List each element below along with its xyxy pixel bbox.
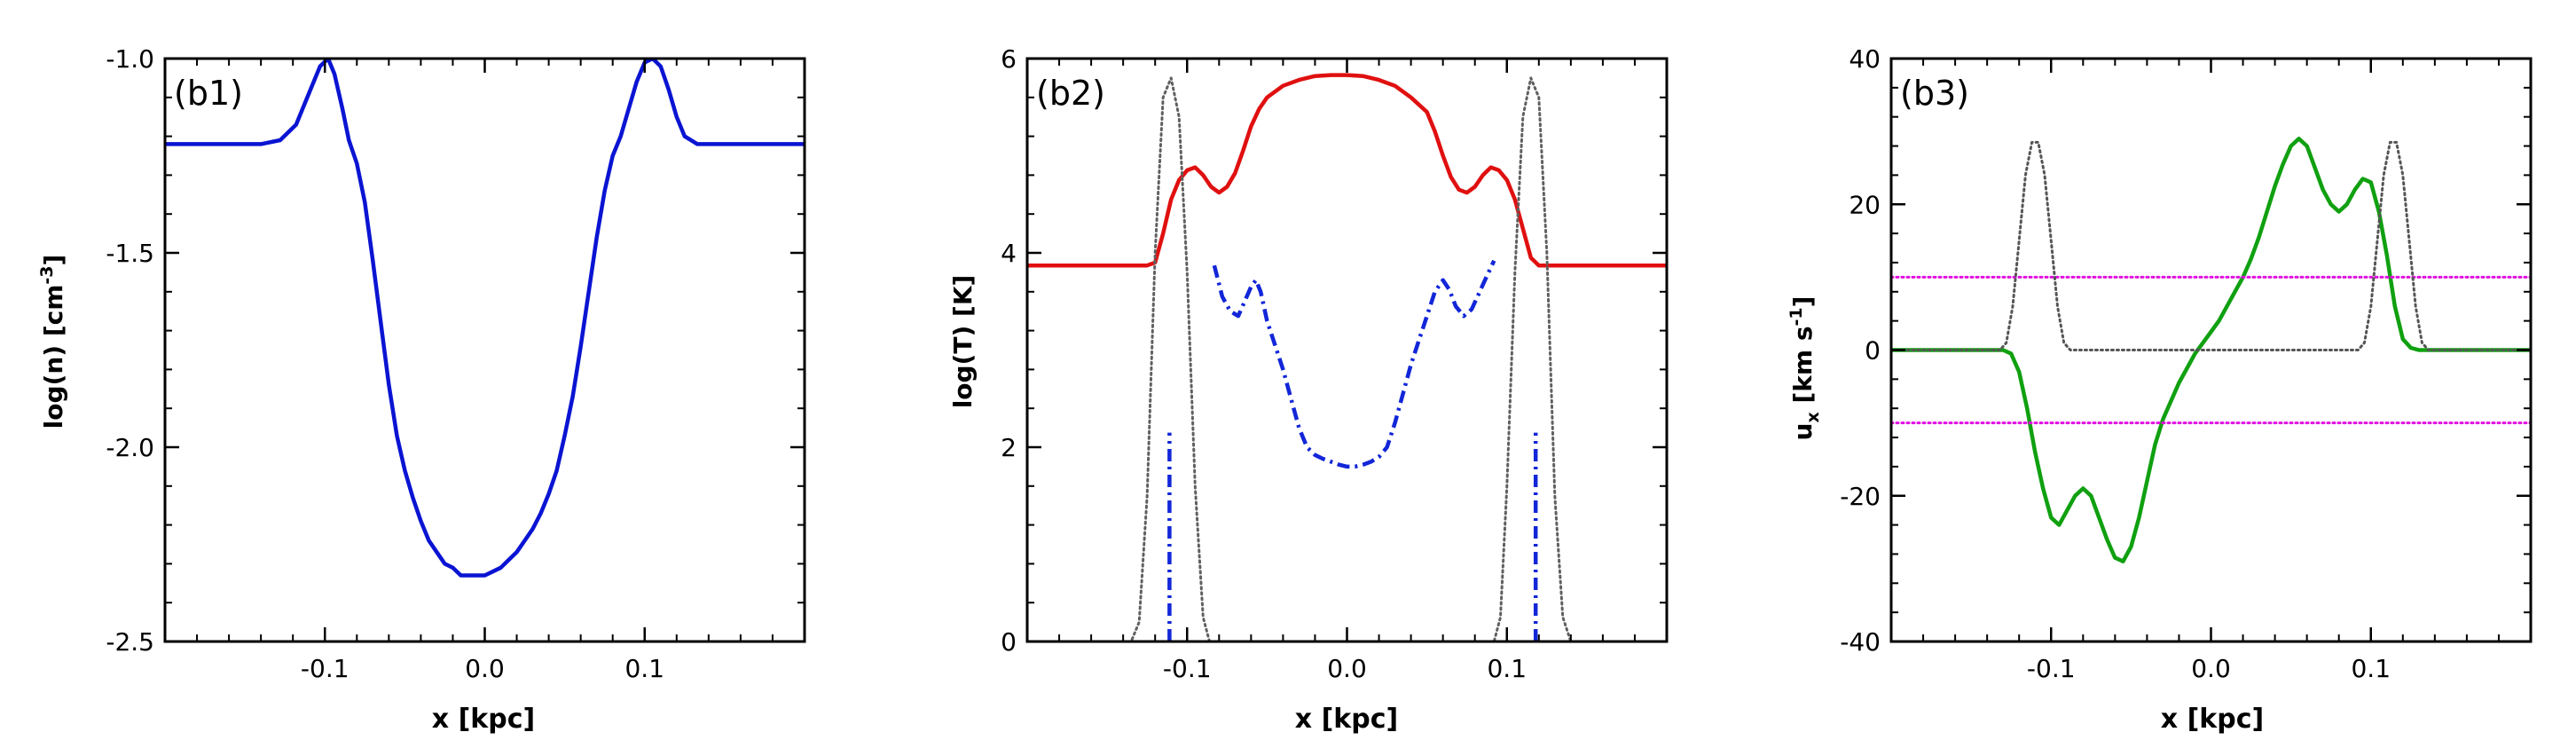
x-tick-label: 0.0 — [2191, 654, 2231, 683]
panel-b1-ylabel-sup: -3 — [37, 265, 57, 284]
panel-b2-label: (b2) — [1036, 74, 1105, 113]
panel-b3-ylabel: ux [km s-1] — [1787, 296, 1823, 441]
y-tick-label: 0 — [1001, 627, 1017, 657]
panel-b3-ylabel-u: u — [1788, 423, 1818, 441]
x-tick-label: -0.1 — [1163, 654, 1212, 683]
panel-b3-label: (b3) — [1900, 74, 1969, 113]
y-tick-label: -1.5 — [106, 239, 154, 268]
panel-b3-ylabel-sup: -1 — [1787, 307, 1806, 326]
y-tick-label: -1.0 — [106, 44, 154, 74]
panel-b1-xlabel: x [kpc] — [432, 704, 535, 735]
panel-b2-xlabel: x [kpc] — [1295, 704, 1398, 735]
y-tick-label: 6 — [1001, 44, 1017, 74]
x-tick-label: 0.0 — [465, 654, 505, 683]
x-tick-label: 0.1 — [1487, 654, 1527, 683]
panel-b1-series-0-line — [165, 59, 805, 578]
panel-b3-series — [1891, 137, 2531, 563]
panel-b1: (b1) x [kpc] log(n) [cm-3] -0.1 0.0 0.1 -2.… — [37, 44, 806, 735]
y-tick-label: 40 — [1849, 44, 1881, 74]
x-tick-label: 0.1 — [2351, 654, 2391, 683]
panel-b1-ylabel: log(n) [cm-3] — [37, 255, 68, 429]
y-tick-label: -20 — [1840, 482, 1881, 511]
y-tick-label: 0 — [1865, 336, 1881, 366]
panel-b2-series — [1027, 73, 1667, 642]
y-tick-label: -40 — [1840, 627, 1881, 657]
panel-b1-series — [165, 59, 805, 578]
panel-b2-series-1-line — [1212, 259, 1496, 469]
panel-b3: (b3) x [kpc] ux [km s-1] -0.1 0.0 0.1 -40 -2… — [1787, 44, 2533, 735]
panel-b3-series-3-line — [1891, 140, 2531, 351]
x-tick-label: -0.1 — [301, 654, 349, 683]
x-tick-label: 0.1 — [624, 654, 664, 683]
y-tick-label: 20 — [1849, 190, 1881, 219]
panel-b2-series-0-line — [1027, 73, 1667, 268]
y-tick-label: -2.0 — [106, 433, 154, 462]
panel-b2-frame — [1025, 57, 1669, 643]
panel-b3-series-0-line — [1891, 137, 2531, 563]
panel-b3-ylabel-sub: x — [1803, 412, 1823, 422]
panel-b2-series-4-line — [1027, 76, 1667, 642]
panel-b3-xlabel: x [kpc] — [2161, 704, 2264, 735]
panel-b2-ylabel-main: log(T) [K] — [948, 275, 978, 409]
x-tick-label: 0.0 — [1327, 654, 1367, 683]
y-tick-label: 2 — [1001, 433, 1017, 462]
panel-b1-ylabel-end: ] — [39, 255, 68, 266]
y-tick-label: 4 — [1001, 239, 1017, 268]
x-tick-label: -0.1 — [2027, 654, 2076, 683]
panel-b3-ylabel-end: ] — [1788, 296, 1818, 308]
panel-b1-label: (b1) — [174, 74, 243, 113]
panel-b1-ylabel-main: log(n) [cm — [39, 285, 68, 429]
y-tick-label: -2.5 — [106, 627, 154, 657]
panel-b2: (b2) x [kpc] log(T) [K] -0.1 0.0 0.1 0 2 4 6 — [948, 44, 1669, 735]
panel-b3-ylabel-unit: [km s — [1788, 326, 1818, 412]
panel-b2-ylabel: log(T) [K] — [948, 275, 978, 409]
